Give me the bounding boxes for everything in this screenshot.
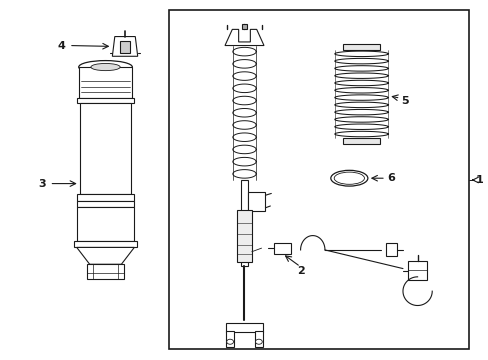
Bar: [242, 24, 246, 30]
Bar: [254, 330, 262, 347]
Ellipse shape: [91, 63, 120, 71]
Circle shape: [255, 339, 262, 344]
Text: 1: 1: [475, 175, 483, 185]
Bar: [77, 194, 134, 201]
Bar: [237, 211, 251, 262]
Text: 2: 2: [296, 266, 304, 276]
Bar: [168, 10, 468, 348]
Bar: [74, 241, 137, 247]
Circle shape: [226, 339, 233, 344]
Bar: [273, 243, 290, 253]
Bar: [342, 44, 380, 50]
Bar: [79, 67, 132, 98]
Bar: [87, 264, 123, 279]
Text: 6: 6: [386, 173, 394, 183]
Bar: [248, 192, 265, 211]
Bar: [77, 207, 134, 241]
Text: 3: 3: [38, 179, 46, 189]
Bar: [385, 243, 396, 256]
Bar: [240, 180, 248, 266]
Bar: [342, 138, 380, 144]
Text: 5: 5: [401, 96, 408, 106]
Ellipse shape: [79, 60, 132, 73]
Bar: [226, 330, 234, 347]
Polygon shape: [224, 30, 264, 45]
Ellipse shape: [333, 172, 364, 184]
Bar: [407, 261, 427, 280]
Polygon shape: [77, 247, 134, 264]
Bar: [120, 41, 130, 53]
Bar: [77, 201, 134, 207]
Ellipse shape: [330, 170, 367, 186]
Bar: [80, 103, 131, 194]
Text: 4: 4: [58, 41, 65, 50]
Bar: [226, 323, 262, 332]
Polygon shape: [112, 37, 138, 56]
Bar: [77, 98, 134, 103]
